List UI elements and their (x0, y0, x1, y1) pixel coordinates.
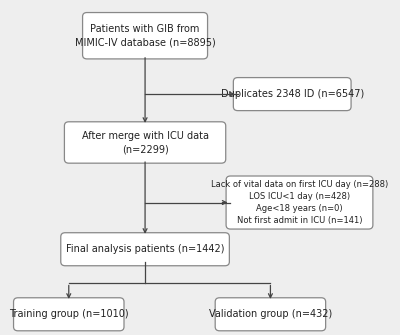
FancyBboxPatch shape (82, 12, 208, 59)
FancyBboxPatch shape (61, 233, 229, 266)
Text: After merge with ICU data
(n=2299): After merge with ICU data (n=2299) (82, 131, 208, 154)
FancyBboxPatch shape (233, 78, 351, 111)
FancyBboxPatch shape (14, 298, 124, 331)
Text: Final analysis patients (n=1442): Final analysis patients (n=1442) (66, 244, 224, 254)
Text: Training group (n=1010): Training group (n=1010) (9, 309, 128, 319)
Text: Validation group (n=432): Validation group (n=432) (209, 309, 332, 319)
Text: Lack of vital data on first ICU day (n=288)
LOS ICU<1 day (n=428)
Age<18 years (: Lack of vital data on first ICU day (n=2… (211, 180, 388, 225)
Text: Duplicates 2348 ID (n=6547): Duplicates 2348 ID (n=6547) (220, 89, 364, 99)
FancyBboxPatch shape (64, 122, 226, 163)
FancyBboxPatch shape (215, 298, 326, 331)
FancyBboxPatch shape (226, 176, 373, 229)
Text: Patients with GIB from
MIMIC-IV database (n=8895): Patients with GIB from MIMIC-IV database… (75, 24, 216, 48)
